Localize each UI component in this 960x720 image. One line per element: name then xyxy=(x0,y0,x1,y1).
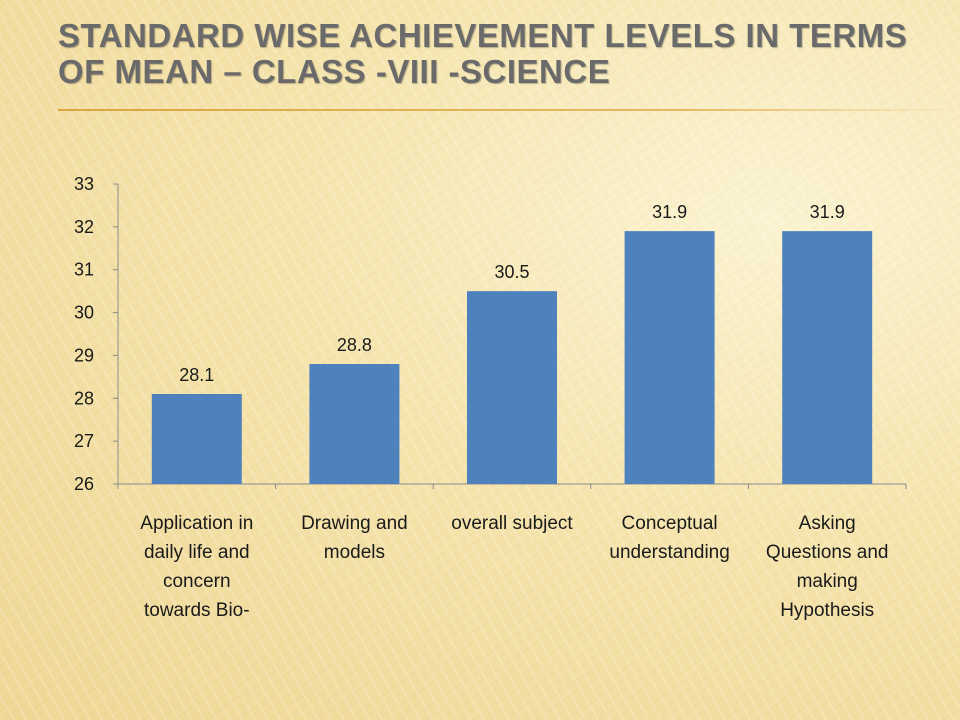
data-label: 28.8 xyxy=(337,335,372,355)
bar xyxy=(782,231,873,484)
x-category-label: Drawing and models xyxy=(301,513,408,563)
bar xyxy=(624,231,715,484)
y-tick-label: 32 xyxy=(74,217,94,237)
data-label: 28.1 xyxy=(179,365,214,385)
x-category-label-line: models xyxy=(324,542,385,563)
x-category-label: Asking Questions and making Hypothesis xyxy=(766,513,889,621)
bar xyxy=(467,291,557,484)
y-tick-label: 28 xyxy=(74,388,94,408)
x-category-label-line: towards Bio- xyxy=(144,600,250,621)
y-tick-label: 27 xyxy=(74,431,94,451)
x-category-label-line: Drawing and xyxy=(301,513,408,534)
x-category-label: Application in daily life and concern towar… xyxy=(140,513,253,621)
y-tick-label: 29 xyxy=(74,345,94,365)
y-tick-label: 33 xyxy=(74,174,94,194)
y-tick-label: 30 xyxy=(74,303,94,323)
data-label: 30.5 xyxy=(494,262,529,282)
title-underline xyxy=(58,109,960,111)
data-label: 31.9 xyxy=(652,202,687,222)
data-labels: 28.1 28.8 30.5 31.9 31.9 xyxy=(179,202,844,385)
x-category-label-line: Asking xyxy=(799,513,856,534)
slide-title: Standard wise Achievement Levels in term… xyxy=(58,17,908,90)
bar xyxy=(309,364,400,484)
y-tick-label: 31 xyxy=(74,260,94,280)
x-category-label-line: Questions and xyxy=(766,542,889,563)
x-category-label-line: daily life and xyxy=(144,542,250,563)
x-category-label-line: concern xyxy=(163,571,231,592)
x-category-label-line: Application in xyxy=(140,513,253,534)
bars xyxy=(151,231,873,484)
y-tick-label: 26 xyxy=(74,474,94,494)
x-category-label: Conceptual understanding xyxy=(609,513,729,563)
x-axis-labels: Application in daily life and concern towar… xyxy=(140,513,888,621)
bar xyxy=(151,394,242,484)
x-category-label-line: making xyxy=(797,571,858,592)
x-category-label-line: Hypothesis xyxy=(780,600,874,621)
y-axis-ticks: 26 27 28 29 30 31 32 33 xyxy=(74,174,907,494)
data-label: 31.9 xyxy=(810,202,845,222)
x-category-label-line: understanding xyxy=(609,542,729,563)
x-category-label-line: overall subject xyxy=(451,513,573,534)
x-category-label-line: Conceptual xyxy=(622,513,718,534)
x-category-label: overall subject xyxy=(451,513,573,534)
